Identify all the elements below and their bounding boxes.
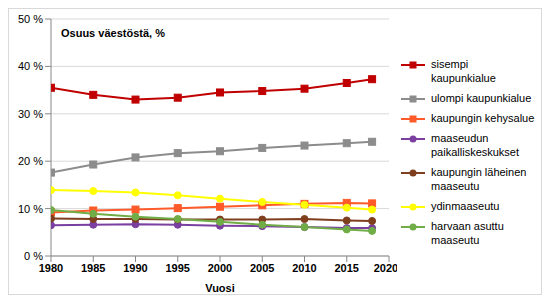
- html-text:maaseudun paikalliskeskukset: maaseudun paikalliskeskukset: [431, 131, 519, 158]
- svg-text:50 %: 50 %: [18, 13, 43, 25]
- html-text:Osuus väestöstä, %: Osuus väestöstä, %: [61, 27, 165, 39]
- html-text:ulompi kaupunkialue: ulompi kaupunkialue: [431, 91, 532, 104]
- svg-text:2015: 2015: [335, 262, 359, 274]
- svg-text:20 %: 20 %: [18, 155, 43, 167]
- svg-text:1990: 1990: [123, 262, 147, 274]
- svg-text:30 %: 30 %: [18, 108, 43, 120]
- svg-text:10 %: 10 %: [18, 203, 43, 215]
- svg-text:1980: 1980: [39, 262, 63, 274]
- html-text:ydinmaaseutu: ydinmaaseutu: [431, 199, 500, 212]
- svg-text:2010: 2010: [292, 262, 316, 274]
- svg-text:Vuosi: Vuosi: [205, 282, 235, 294]
- html-text:harvaan asuttu maaseutu: harvaan asuttu maaseutu: [431, 219, 504, 246]
- html-text:sisempi kaupunkialue: sisempi kaupunkialue: [431, 57, 496, 84]
- svg-text:2005: 2005: [250, 262, 274, 274]
- svg-text:1985: 1985: [81, 262, 105, 274]
- html-text:kaupungin läheinen maaseutu: kaupungin läheinen maaseutu: [431, 165, 527, 192]
- svg-text:0 %: 0 %: [24, 250, 43, 262]
- svg-text:2000: 2000: [208, 262, 232, 274]
- svg-text:40 %: 40 %: [18, 60, 43, 72]
- svg-text:1995: 1995: [166, 262, 190, 274]
- html-text:kaupungin kehysalue: kaupungin kehysalue: [431, 111, 535, 124]
- svg-text:2020: 2020: [374, 262, 397, 274]
